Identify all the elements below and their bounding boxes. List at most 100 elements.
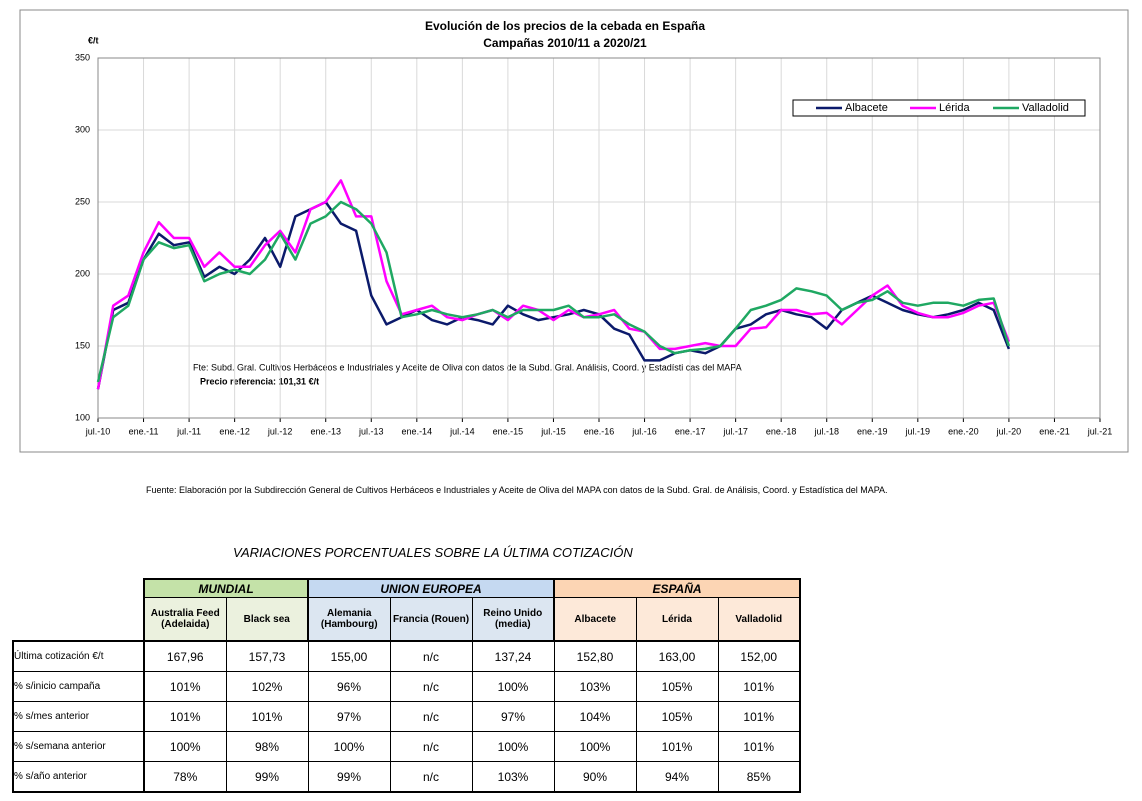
x-tick-label: jul.-16 — [631, 426, 657, 436]
group-header: ESPAÑA — [553, 578, 801, 598]
legend-label: Albacete — [845, 102, 888, 114]
legend-box — [792, 99, 1086, 117]
row-label: % s/inicio campaña — [12, 671, 145, 702]
table-title: VARIACIONES PORCENTUALES SOBRE LA ÚLTIMA… — [233, 545, 633, 560]
x-tick-label: jul.-14 — [449, 426, 475, 436]
x-tick-label: ene.-18 — [766, 426, 797, 436]
group-header: MUNDIAL — [143, 578, 309, 598]
column-header: Alemania (Hambourg) — [307, 597, 391, 642]
x-tick-label: jul.-19 — [905, 426, 931, 436]
cell: 97% — [471, 701, 555, 732]
table-row: % s/inicio campaña 101% 102% 96% n/c 100% 103%… — [12, 671, 801, 702]
x-tick-label: jul.-11 — [176, 426, 201, 436]
cell: 99% — [307, 761, 391, 793]
column-header: Valladolid — [717, 597, 801, 642]
column-header: Black sea — [225, 597, 309, 642]
y-tick-label: 100 — [75, 412, 90, 422]
table-row: % s/año anterior 78% 99% 99% n/c 103% 90% 94% 85… — [12, 761, 801, 793]
cell: 102% — [225, 671, 309, 702]
y-tick-label: 250 — [75, 196, 90, 206]
table-row: % s/mes anterior 101% 101% 97% n/c 97% 104% 105… — [12, 701, 801, 732]
cell: 105% — [635, 671, 719, 702]
x-tick-label: jul.-12 — [267, 426, 293, 436]
cell: 152,80 — [553, 640, 637, 672]
row-label: % s/mes anterior — [12, 701, 145, 732]
table-row: Última cotización €/t 167,96 157,73 155,00 n… — [12, 640, 801, 672]
x-tick-label: jul.-17 — [722, 426, 748, 436]
y-axis-label: €/t — [88, 35, 99, 45]
x-tick-label: ene.-14 — [402, 426, 433, 436]
x-tick-label: ene.-17 — [675, 426, 706, 436]
cell: 163,00 — [635, 640, 719, 672]
group-header: UNION EUROPEA — [307, 578, 555, 598]
source: Fuente: Elaboración por la Subdirección … — [146, 485, 888, 495]
x-tick-label: ene.-19 — [857, 426, 888, 436]
cell: 97% — [307, 701, 391, 732]
cell: 152,00 — [717, 640, 801, 672]
cell: 90% — [553, 761, 637, 793]
row-label: % s/año anterior — [12, 761, 145, 793]
cell: 101% — [717, 731, 801, 762]
chart-frame — [19, 9, 1129, 453]
x-tick-label: jul.-10 — [85, 426, 111, 436]
data-table: MUNDIAL UNION EUROPEA ESPAÑA Australia Feed… — [12, 578, 801, 793]
series-line — [96, 200, 1011, 383]
cell: 167,96 — [143, 640, 227, 672]
row-label: % s/semana anterior — [12, 731, 145, 762]
cell: 103% — [553, 671, 637, 702]
x-tick-label: ene.-20 — [948, 426, 979, 436]
cell: 85% — [717, 761, 801, 793]
y-tick-label: 150 — [75, 340, 90, 350]
cell: 157,73 — [225, 640, 309, 672]
cell: 104% — [553, 701, 637, 732]
x-tick-label: ene.-21 — [1039, 426, 1070, 436]
chart: Evolución de los precios de la cebada en… — [19, 9, 1129, 453]
x-tick-label: ene.-12 — [219, 426, 250, 436]
cell: 101% — [143, 671, 227, 702]
x-tick-label: jul.-18 — [813, 426, 839, 436]
column-header: Reino Unido (media) — [471, 597, 555, 642]
column-header: Lérida — [635, 597, 719, 642]
series-line — [96, 179, 1011, 390]
x-tick-label: jul.-21 — [1087, 426, 1113, 436]
cell: 105% — [635, 701, 719, 732]
legend-label: Valladolid — [1022, 102, 1069, 114]
blank — [13, 579, 144, 598]
cell: 100% — [471, 731, 555, 762]
cell: n/c — [389, 731, 473, 762]
table-row: % s/semana anterior 100% 98% 100% n/c 100% 100… — [12, 731, 801, 762]
x-tick-label: jul.-20 — [996, 426, 1022, 436]
cell: 100% — [553, 731, 637, 762]
cell: 101% — [225, 701, 309, 732]
x-tick-label: ene.-16 — [584, 426, 615, 436]
column-header: Albacete — [553, 597, 637, 642]
y-tick-label: 350 — [75, 52, 90, 62]
cell: n/c — [389, 671, 473, 702]
legend-label: Lérida — [939, 102, 970, 114]
blank — [13, 597, 144, 642]
cell: n/c — [389, 701, 473, 732]
cell: 101% — [635, 731, 719, 762]
cell: 137,24 — [471, 640, 555, 672]
column-row: Australia Feed (Adelaida) Black sea Aleman… — [13, 597, 801, 642]
cell: 98% — [225, 731, 309, 762]
cell: 101% — [717, 671, 801, 702]
cell: 78% — [143, 761, 227, 793]
cell: 100% — [471, 671, 555, 702]
cell: 101% — [143, 701, 227, 732]
column-header: Francia (Rouen) — [389, 597, 473, 642]
x-tick-label: ene.-11 — [129, 426, 159, 436]
plot-area — [97, 57, 1101, 419]
y-tick-label: 300 — [75, 124, 90, 134]
column-header: Australia Feed (Adelaida) — [143, 597, 227, 642]
x-tick-label: jul.-13 — [358, 426, 384, 436]
cell: 99% — [225, 761, 309, 793]
row-label: Última cotización €/t — [12, 640, 145, 672]
cell: n/c — [389, 640, 473, 672]
group-row: MUNDIAL UNION EUROPEA ESPAÑA — [13, 578, 801, 598]
x-tick-label: ene.-13 — [310, 426, 341, 436]
cell: 94% — [635, 761, 719, 793]
cell: 103% — [471, 761, 555, 793]
chart-title: Evolución de los precios de la cebada en… — [425, 19, 705, 33]
